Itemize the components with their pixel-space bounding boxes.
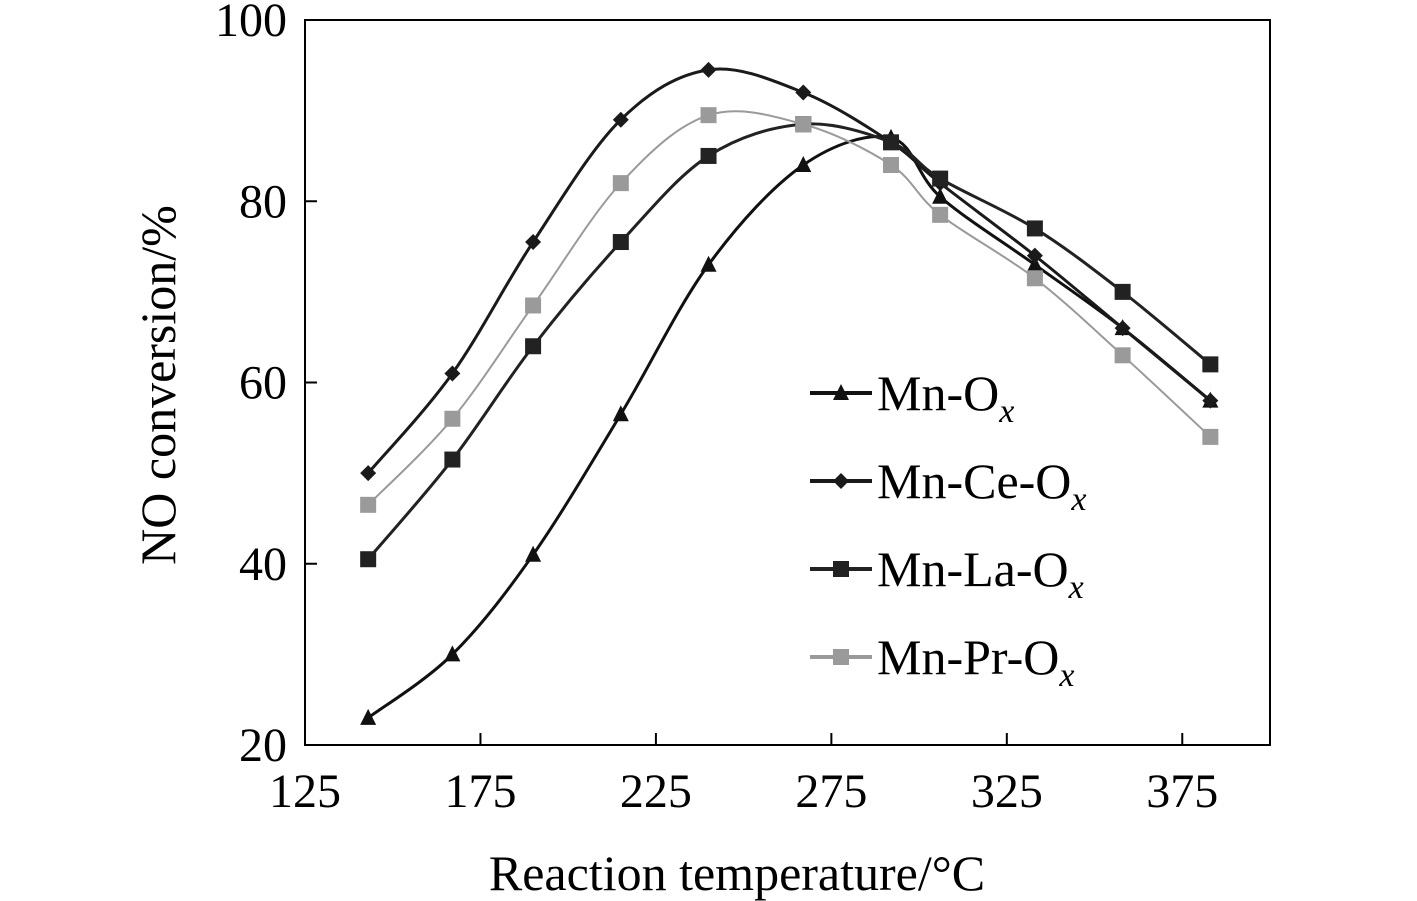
data-point	[525, 338, 542, 355]
data-point	[612, 175, 629, 192]
data-point	[1026, 247, 1043, 264]
series-layer	[360, 61, 1219, 725]
data-point	[444, 451, 461, 468]
series-0	[360, 128, 1219, 725]
data-point	[444, 645, 461, 662]
data-point	[1202, 428, 1219, 445]
data-point	[1202, 356, 1219, 373]
legend-subscript: x	[1068, 569, 1084, 606]
y-axis-title: NO conversion/%	[130, 205, 186, 565]
data-point	[444, 365, 461, 382]
x-tick-label: 175	[444, 765, 516, 818]
data-point	[525, 545, 542, 562]
plot-frame	[304, 19, 1271, 746]
legend-swatch-marker	[833, 561, 849, 577]
y-tick-label: 20	[239, 719, 287, 772]
data-point	[444, 410, 461, 427]
legend-item: Mn-Ox	[810, 365, 1014, 430]
data-point	[700, 147, 717, 164]
x-tick-label: 225	[620, 765, 692, 818]
series-2	[360, 116, 1219, 568]
legend-label: Mn-Ce-Ox	[877, 453, 1087, 518]
series-line	[367, 67, 1212, 475]
data-point	[1114, 347, 1131, 364]
legend-item: Mn-La-Ox	[810, 541, 1084, 606]
x-tick-label: 275	[795, 765, 867, 818]
legend-item: Mn-Ce-Ox	[810, 453, 1087, 518]
data-point	[360, 551, 377, 568]
legend-swatch-marker	[833, 473, 849, 489]
legend-subscript: x	[998, 393, 1014, 430]
data-point	[1114, 283, 1131, 300]
y-tick-label: 40	[239, 538, 287, 591]
x-tick-label: 375	[1146, 765, 1218, 818]
data-point	[932, 206, 949, 223]
legend-swatch-marker	[833, 649, 849, 665]
data-point	[883, 134, 900, 151]
series-line	[367, 122, 1212, 561]
data-point	[1026, 270, 1043, 287]
data-point	[1114, 320, 1131, 337]
data-point	[612, 234, 629, 251]
data-point	[525, 234, 542, 251]
legend-subscript: x	[1058, 657, 1074, 694]
x-tick-label: 325	[971, 765, 1043, 818]
data-point	[700, 255, 717, 272]
data-point	[1026, 220, 1043, 237]
legend-label: Mn-Pr-Ox	[877, 629, 1074, 694]
legend-subscript: x	[1070, 481, 1086, 518]
data-point	[932, 170, 949, 187]
data-point	[360, 465, 377, 482]
x-axis-title: Reaction temperature/°C	[489, 845, 985, 901]
data-point	[612, 405, 629, 422]
data-point	[360, 496, 377, 513]
data-point	[700, 61, 717, 78]
legend-label: Mn-Ox	[877, 365, 1014, 430]
legend-label: Mn-La-Ox	[877, 541, 1084, 606]
y-tick-label: 100	[215, 0, 287, 47]
data-point	[360, 708, 377, 725]
y-tick-label: 80	[239, 175, 287, 228]
y-tick-label: 60	[239, 357, 287, 410]
data-point	[1202, 392, 1219, 409]
legend-swatch-marker	[833, 384, 849, 400]
data-point	[795, 84, 812, 101]
legend-item: Mn-Pr-Ox	[810, 629, 1074, 694]
data-point	[700, 107, 717, 124]
data-point	[795, 156, 812, 172]
data-point	[795, 116, 812, 133]
data-point	[612, 111, 629, 128]
legend: Mn-Ox Mn-Ce-Ox Mn-La-Ox Mn-Pr-Ox	[810, 365, 1087, 694]
series-line	[367, 110, 1212, 506]
data-point	[525, 297, 542, 314]
x-tick-label: 125	[269, 765, 341, 818]
data-point	[883, 157, 900, 173]
series-3	[360, 107, 1219, 513]
axis-ticks: 125 175 225 275 325 375 20 40 60 80 100	[215, 0, 1218, 818]
data-point	[1026, 255, 1043, 272]
data-point	[932, 187, 949, 204]
series-line	[367, 135, 1212, 720]
